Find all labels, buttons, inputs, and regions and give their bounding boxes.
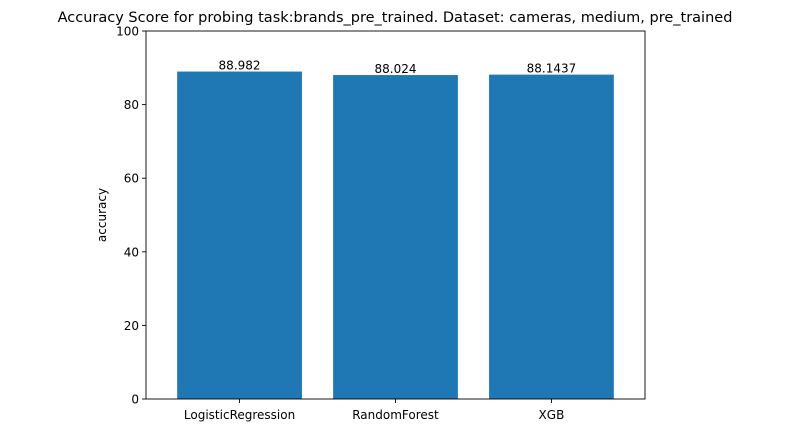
bar-logisticregression — [177, 71, 302, 400]
bars-group — [177, 71, 614, 400]
y-axis: 0 20 40 60 80 100 — [116, 25, 146, 407]
y-tick-label-60: 60 — [124, 172, 139, 186]
x-tick-label-logisticregression: LogisticRegression — [184, 408, 295, 422]
y-tick-label-0: 0 — [131, 393, 139, 407]
y-tick-label-100: 100 — [116, 25, 139, 39]
y-axis-label: accuracy — [95, 188, 109, 242]
y-tick-label-20: 20 — [124, 319, 139, 333]
bar-xgb — [489, 74, 614, 399]
bar-randomforest — [333, 75, 458, 399]
x-axis: LogisticRegression RandomForest XGB — [184, 399, 564, 422]
value-label-logisticregression: 88.982 — [219, 59, 261, 73]
value-label-xgb: 88.1437 — [527, 62, 577, 76]
y-tick-label-40: 40 — [124, 245, 139, 259]
value-label-randomforest: 88.024 — [375, 62, 417, 76]
chart-title: Accuracy Score for probing task:brands_p… — [58, 10, 733, 26]
y-tick-label-80: 80 — [124, 98, 139, 112]
value-labels-group: 88.982 88.024 88.1437 — [219, 59, 577, 77]
x-tick-label-xgb: XGB — [539, 408, 565, 422]
x-tick-label-randomforest: RandomForest — [352, 408, 439, 422]
